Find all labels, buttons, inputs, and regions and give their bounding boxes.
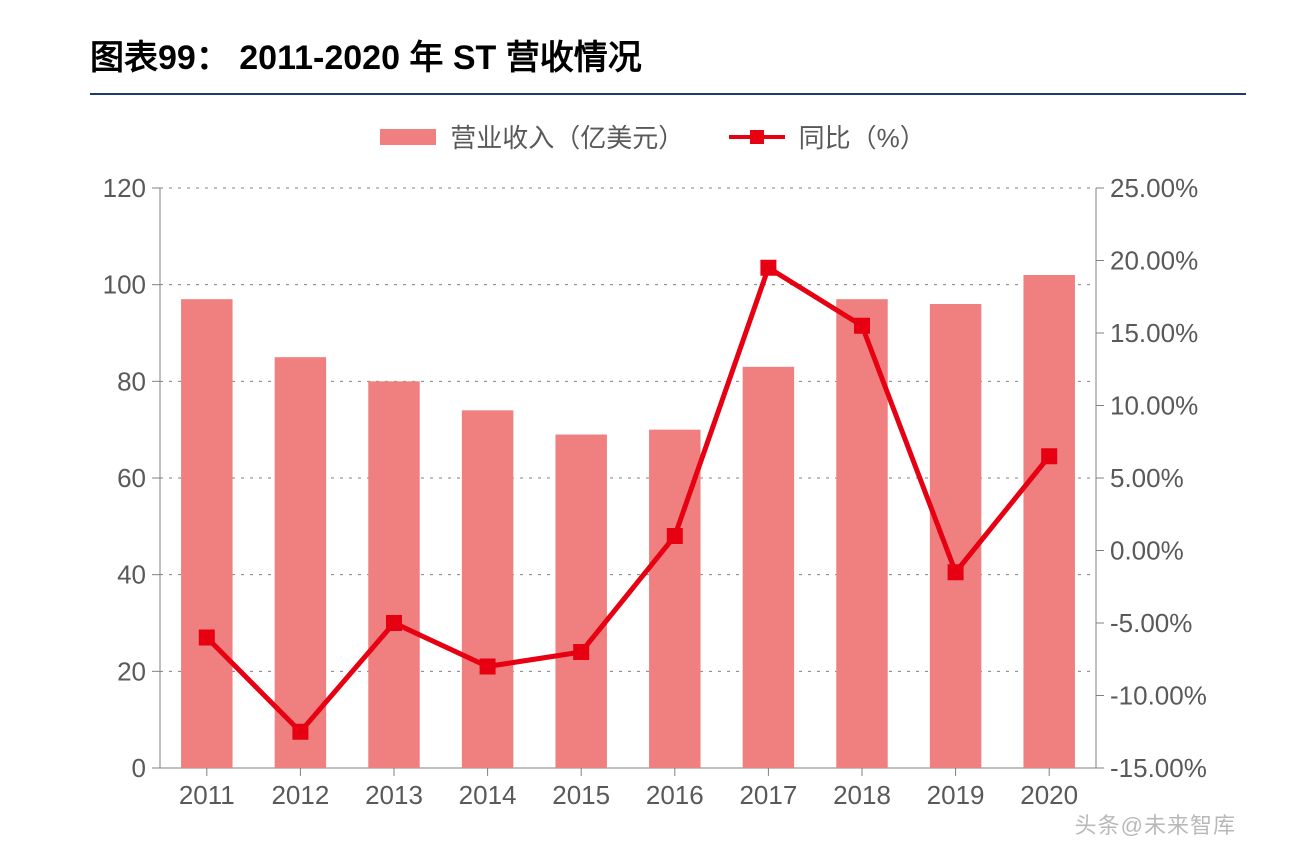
- x-tick-label: 2019: [927, 780, 985, 810]
- bar: [1023, 275, 1074, 768]
- x-tick-label: 2014: [459, 780, 517, 810]
- y-right-tick-label: 0.00%: [1110, 536, 1184, 566]
- bar: [181, 299, 232, 768]
- y-right-tick-label: 5.00%: [1110, 463, 1184, 493]
- x-tick-label: 2017: [739, 780, 797, 810]
- x-tick-label: 2011: [179, 780, 235, 810]
- line-marker: [760, 260, 776, 276]
- chart-svg: 0 20 40 60 80 100 120 -15.00% -10.00% -5.00% 0.00%…: [90, 178, 1246, 818]
- line-marker: [292, 724, 308, 740]
- y-right-tick-label: 15.00%: [1110, 318, 1198, 348]
- y-left-tick-label: 40: [117, 560, 146, 590]
- chart-title-bar: 图表99： 2011-2020 年 ST 营收情况: [90, 30, 1246, 95]
- x-tick-label: 2018: [833, 780, 891, 810]
- bar: [368, 381, 419, 768]
- legend-bar-label: 营业收入（亿美元）: [450, 118, 684, 155]
- x-tick-label: 2012: [271, 780, 329, 810]
- chart-title: 图表99： 2011-2020 年 ST 营收情况: [90, 39, 642, 77]
- y-left-tick-label: 0: [132, 753, 146, 783]
- x-tick-label: 2016: [646, 780, 704, 810]
- legend-line-label: 同比（%）: [799, 118, 926, 155]
- y-right-tick-label: -15.00%: [1110, 753, 1207, 783]
- y-right-tick-label: -10.00%: [1110, 681, 1207, 711]
- bar: [462, 410, 513, 768]
- line-marker: [386, 615, 402, 631]
- page: 图表99： 2011-2020 年 ST 营收情况 营业收入（亿美元） 同比（%…: [0, 0, 1306, 846]
- line-marker: [199, 630, 215, 646]
- bar: [555, 435, 606, 769]
- y-left-tick-label: 60: [117, 463, 146, 493]
- bar: [930, 304, 981, 768]
- x-tick-label: 2020: [1020, 780, 1078, 810]
- legend-swatch-bar: [380, 129, 436, 145]
- legend-swatch-line: [729, 129, 785, 145]
- line-marker: [667, 528, 683, 544]
- x-tick-label: 2015: [552, 780, 610, 810]
- y-right-tick-label: 25.00%: [1110, 178, 1198, 203]
- line-marker: [948, 564, 964, 580]
- legend-item-line: 同比（%）: [729, 118, 926, 155]
- y-left-tick-label: 100: [103, 270, 146, 300]
- bar: [743, 367, 794, 768]
- bar: [275, 357, 326, 768]
- legend-item-bar: 营业收入（亿美元）: [380, 118, 684, 155]
- y-right-tick-label: 20.00%: [1110, 246, 1198, 276]
- chart-area: 0 20 40 60 80 100 120 -15.00% -10.00% -5.00% 0.00%…: [90, 178, 1246, 818]
- y-left-tick-label: 120: [103, 178, 146, 203]
- y-right-tick-label: 10.00%: [1110, 391, 1198, 421]
- y-left-tick-label: 80: [117, 366, 146, 396]
- line-marker: [480, 659, 496, 675]
- chart-legend: 营业收入（亿美元） 同比（%）: [0, 118, 1306, 155]
- y-right-tick-label: -5.00%: [1110, 608, 1192, 638]
- line-marker: [573, 644, 589, 660]
- x-tick-label: 2013: [365, 780, 423, 810]
- y-left-tick-label: 20: [117, 656, 146, 686]
- line-marker: [1041, 448, 1057, 464]
- line-marker: [854, 318, 870, 334]
